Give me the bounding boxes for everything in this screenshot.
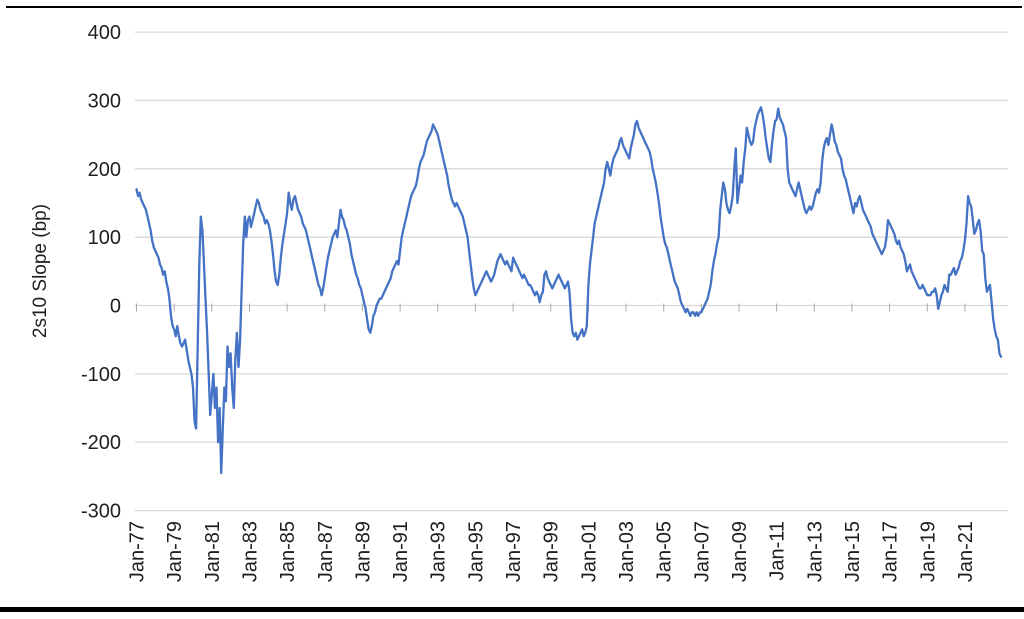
axis-label-layer: 2s10 Slope (bp) 400 300 200 100 0 -100 -200 -30… (30, 22, 977, 582)
y-tick-label: 0 (110, 296, 121, 318)
slope-line (135, 106, 1003, 475)
x-tick-label: Jan-99 (541, 521, 563, 582)
x-tick-label: Jan-81 (202, 521, 224, 582)
x-tick-label: Jan-19 (917, 521, 939, 582)
y-tick-label: 200 (88, 159, 121, 181)
x-tick-label: Jan-03 (616, 521, 638, 582)
y-tick-label: -300 (81, 501, 121, 523)
x-tick-label: Jan-77 (127, 521, 149, 582)
gridline-layer (135, 31, 1008, 512)
top-border-rule (6, 6, 1022, 8)
x-tick-label: Jan-97 (503, 521, 525, 582)
x-tick-label: Jan-93 (428, 521, 450, 582)
x-tick-label: Jan-85 (277, 521, 299, 582)
x-tick-label: Jan-01 (578, 521, 600, 582)
x-tick-label: Jan-89 (352, 521, 374, 582)
x-tick-label: Jan-17 (880, 521, 902, 582)
y-tick-label: 400 (88, 22, 121, 44)
x-tick-label: Jan-15 (842, 521, 864, 582)
x-tick-label: Jan-95 (465, 521, 487, 582)
y-tick-label: -200 (81, 432, 121, 454)
y-tick-label: -100 (81, 364, 121, 386)
bottom-border-rule (0, 607, 1024, 612)
x-tick-label: Jan-05 (654, 521, 676, 582)
y-tick-label: 100 (88, 227, 121, 249)
x-tick-label: Jan-09 (729, 521, 751, 582)
x-tick-label: Jan-83 (240, 521, 262, 582)
x-tick-label: Jan-13 (804, 521, 826, 582)
x-tick-label: Jan-87 (315, 521, 337, 582)
series-layer (135, 106, 1003, 475)
x-tick-label: Jan-79 (164, 521, 186, 582)
x-tick-label: Jan-21 (955, 521, 977, 582)
x-tick-label: Jan-11 (767, 521, 789, 581)
x-tick-label: Jan-91 (390, 521, 412, 582)
y-tick-label: 300 (88, 90, 121, 112)
x-tick-label: Jan-07 (691, 521, 713, 582)
y-axis-title: 2s10 Slope (bp) (30, 204, 51, 338)
